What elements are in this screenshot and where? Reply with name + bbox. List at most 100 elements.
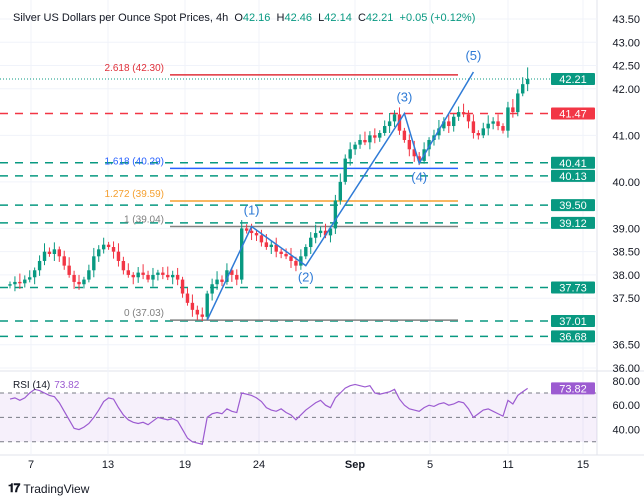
candle-body bbox=[313, 233, 318, 238]
level-price-badge bbox=[551, 216, 595, 229]
candle-body bbox=[52, 249, 57, 254]
y-tick-label: 42.00 bbox=[612, 84, 640, 96]
candle-body bbox=[279, 251, 283, 254]
candle-body bbox=[304, 247, 308, 257]
candle-body bbox=[358, 139, 362, 145]
y-tick-label: 36.00 bbox=[612, 363, 640, 375]
candle-body bbox=[442, 121, 446, 129]
high-value: 42.46 bbox=[284, 12, 313, 24]
candle-body bbox=[42, 251, 47, 261]
candle-body bbox=[521, 84, 525, 94]
candle-body bbox=[525, 79, 530, 85]
wave-label: (4) bbox=[411, 169, 427, 184]
candle-body bbox=[417, 156, 421, 161]
candle-body bbox=[382, 126, 387, 134]
candle-body bbox=[249, 230, 254, 234]
candle-body bbox=[402, 130, 407, 140]
candle-body bbox=[452, 116, 456, 127]
candle-body bbox=[501, 126, 505, 131]
candle-body bbox=[116, 251, 121, 261]
candle-body bbox=[8, 284, 12, 286]
candle-body bbox=[491, 121, 495, 124]
candle-body bbox=[496, 121, 500, 127]
candle-body bbox=[23, 279, 27, 284]
candle-body bbox=[244, 228, 249, 231]
candle-body bbox=[111, 247, 116, 252]
level-price-badge bbox=[551, 315, 595, 328]
candle-body bbox=[506, 107, 510, 131]
level-price-badge bbox=[551, 281, 595, 294]
x-tick-label: 13 bbox=[102, 459, 114, 471]
open-label: O bbox=[234, 12, 243, 24]
candle-body bbox=[156, 272, 160, 275]
candle-body bbox=[205, 293, 209, 317]
wave-label: (2) bbox=[298, 270, 314, 285]
candle-body bbox=[32, 270, 37, 278]
candle-body bbox=[47, 251, 52, 254]
candle-body bbox=[190, 302, 195, 310]
candle-body bbox=[343, 158, 347, 182]
candle-body bbox=[486, 123, 490, 129]
x-tick-label: 19 bbox=[179, 459, 191, 471]
candle-body bbox=[323, 230, 328, 236]
chart-legend: Silver US Dollars per Ounce Spot Prices,… bbox=[13, 12, 475, 24]
rsi-line bbox=[9, 383, 528, 445]
x-tick-label: Sep bbox=[345, 459, 365, 471]
candle-body bbox=[225, 270, 229, 282]
y-tick-label: 36.50 bbox=[612, 340, 640, 352]
candle-body bbox=[412, 149, 416, 157]
candle-body bbox=[427, 139, 431, 150]
level-price-badge-text: 39.50 bbox=[559, 200, 587, 212]
low-value: 42.14 bbox=[324, 12, 352, 24]
candle-body bbox=[299, 256, 303, 266]
candle-body bbox=[92, 256, 96, 271]
candle-body bbox=[141, 272, 145, 275]
candle-body bbox=[259, 235, 264, 243]
candle-body bbox=[131, 274, 135, 278]
candle-body bbox=[456, 112, 461, 117]
y-tick-label: 43.00 bbox=[612, 37, 640, 49]
candle-body bbox=[230, 270, 234, 275]
level-price-badge-text: 40.13 bbox=[559, 171, 587, 183]
candle-body bbox=[37, 260, 42, 271]
candle-body bbox=[195, 309, 200, 315]
open-value: 42.16 bbox=[242, 12, 271, 24]
candle-body bbox=[151, 274, 155, 280]
candle-body bbox=[476, 133, 481, 136]
candle-body bbox=[28, 277, 32, 280]
candle-body bbox=[363, 139, 367, 143]
candle-body bbox=[215, 279, 219, 285]
candle-body bbox=[240, 228, 244, 280]
level-price-badge bbox=[551, 199, 595, 212]
x-tick-label: 24 bbox=[253, 459, 265, 471]
candle-body bbox=[387, 121, 392, 127]
tradingview-brand[interactable]: 𝟏𝟕 TradingView bbox=[8, 481, 89, 496]
level-price-badge-text: 37.01 bbox=[559, 316, 587, 328]
candle-body bbox=[235, 274, 239, 280]
candle-body bbox=[126, 270, 131, 275]
candle-body bbox=[170, 274, 175, 278]
y-tick-label: 41.00 bbox=[612, 130, 640, 142]
y-tick-label: 43.50 bbox=[612, 14, 640, 26]
current-price-badge-text: 42.21 bbox=[559, 74, 587, 86]
candle-body bbox=[161, 272, 165, 275]
tradingview-logo-icon: 𝟏𝟕 bbox=[8, 481, 20, 495]
candle-body bbox=[461, 112, 466, 115]
candle-body bbox=[18, 281, 22, 284]
level-price-badge bbox=[551, 169, 595, 182]
candle-body bbox=[294, 260, 298, 266]
candle-body bbox=[121, 260, 126, 271]
candle-body bbox=[200, 314, 204, 317]
x-tick-label: 15 bbox=[577, 459, 589, 471]
candle-body bbox=[309, 237, 313, 248]
low-label: L bbox=[318, 12, 325, 24]
rsi-tick-label: 80.00 bbox=[612, 376, 640, 388]
wave-label: (1) bbox=[244, 203, 260, 218]
candle-body bbox=[407, 139, 412, 150]
candle-body bbox=[333, 200, 338, 229]
x-tick-label: 7 bbox=[28, 459, 34, 471]
y-tick-label: 38.50 bbox=[612, 247, 640, 259]
fib-level-label: 1.618 (40.29) bbox=[105, 156, 165, 167]
symbol-title: Silver US Dollars per Ounce Spot Prices,… bbox=[13, 12, 229, 24]
